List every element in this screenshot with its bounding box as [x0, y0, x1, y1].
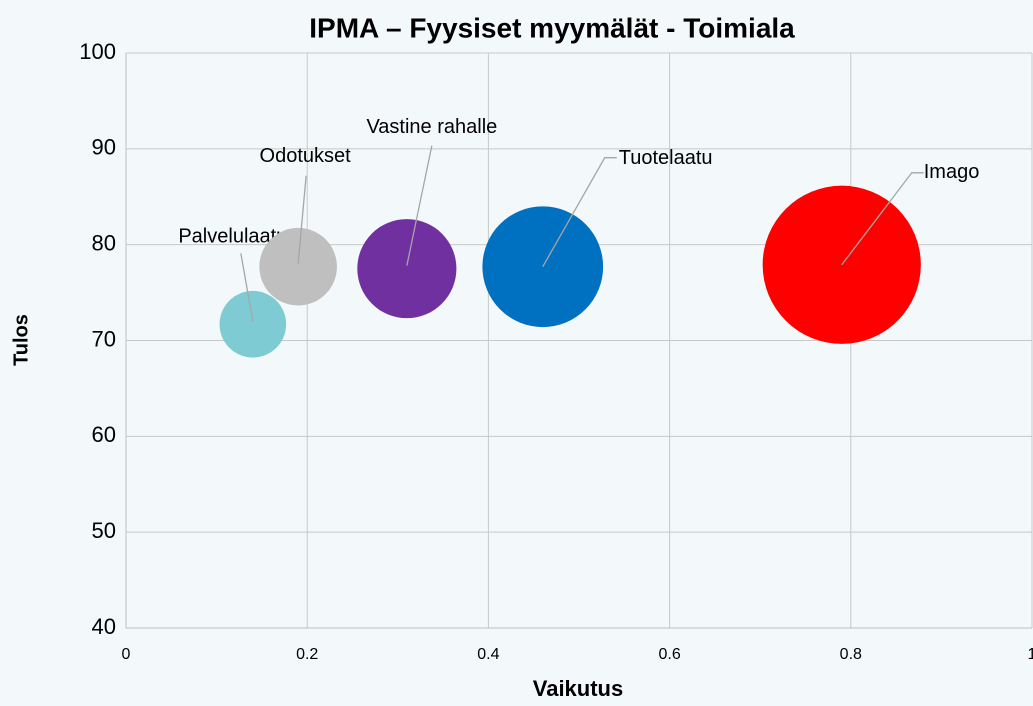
x-tick-label: 0.2: [296, 646, 318, 663]
bubble: [219, 290, 287, 358]
x-tick-label: 0.4: [477, 646, 499, 663]
leader-line: [841, 172, 924, 266]
data-label: Imago: [924, 161, 980, 183]
leader-line: [542, 157, 617, 268]
y-tick-label: 100: [79, 39, 116, 64]
y-tick-label: 90: [92, 135, 116, 160]
data-label: Palvelulaatu: [178, 225, 287, 247]
bubble: [259, 227, 337, 306]
leader-line: [297, 175, 307, 264]
data-label: Tuotelaatu: [619, 147, 713, 169]
bubble: [357, 219, 457, 319]
y-tick-label: 50: [92, 518, 116, 543]
leader-line: [240, 253, 254, 322]
y-tick-label: 60: [92, 422, 116, 447]
bubble: [762, 185, 921, 344]
leader-line: [406, 145, 433, 266]
y-tick-label: 70: [92, 326, 116, 351]
x-tick-label: 0.8: [840, 646, 862, 663]
chart-title: IPMA – Fyysiset myymälät - Toimiala: [309, 12, 795, 43]
x-tick-label: 0: [122, 646, 131, 663]
y-tick-label: 40: [92, 614, 116, 639]
data-label: Vastine rahalle: [366, 116, 497, 138]
x-tick-label: 1: [1028, 646, 1033, 663]
y-tick-label: 80: [92, 230, 116, 255]
x-tick-label: 0.6: [658, 646, 680, 663]
data-label: Odotukset: [260, 145, 352, 167]
y-axis-title: Tulos: [10, 314, 32, 366]
x-axis-title: Vaikutus: [533, 676, 623, 701]
